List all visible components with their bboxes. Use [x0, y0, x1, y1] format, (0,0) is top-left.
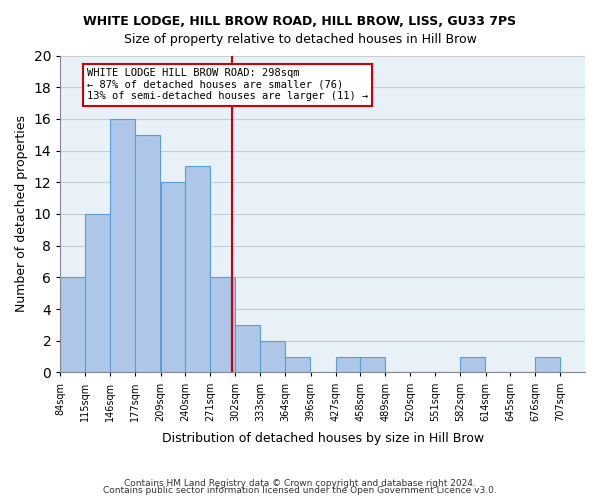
Bar: [185, 166, 211, 372]
Bar: [135, 134, 160, 372]
Bar: [335, 356, 361, 372]
Bar: [460, 356, 485, 372]
Bar: [211, 278, 235, 372]
Text: Size of property relative to detached houses in Hill Brow: Size of property relative to detached ho…: [124, 32, 476, 46]
Text: Contains HM Land Registry data © Crown copyright and database right 2024.: Contains HM Land Registry data © Crown c…: [124, 478, 476, 488]
Bar: [235, 325, 260, 372]
Bar: [361, 356, 385, 372]
Bar: [161, 182, 185, 372]
Bar: [110, 119, 135, 372]
Text: WHITE LODGE HILL BROW ROAD: 298sqm
← 87% of detached houses are smaller (76)
13%: WHITE LODGE HILL BROW ROAD: 298sqm ← 87%…: [87, 68, 368, 102]
Bar: [285, 356, 310, 372]
Bar: [85, 214, 110, 372]
Text: WHITE LODGE, HILL BROW ROAD, HILL BROW, LISS, GU33 7PS: WHITE LODGE, HILL BROW ROAD, HILL BROW, …: [83, 15, 517, 28]
Bar: [260, 341, 285, 372]
Text: Contains public sector information licensed under the Open Government Licence v3: Contains public sector information licen…: [103, 486, 497, 495]
Bar: [61, 278, 85, 372]
Y-axis label: Number of detached properties: Number of detached properties: [15, 116, 28, 312]
X-axis label: Distribution of detached houses by size in Hill Brow: Distribution of detached houses by size …: [161, 432, 484, 445]
Bar: [535, 356, 560, 372]
